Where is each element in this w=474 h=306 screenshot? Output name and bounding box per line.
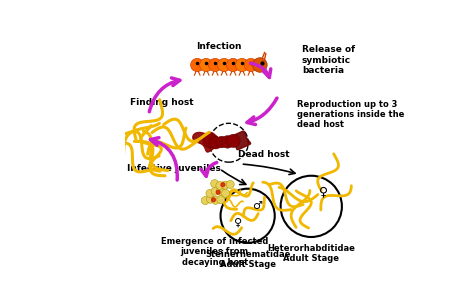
Circle shape bbox=[216, 190, 220, 194]
Text: Infection: Infection bbox=[197, 42, 242, 51]
Circle shape bbox=[227, 134, 240, 147]
Circle shape bbox=[217, 196, 225, 204]
Circle shape bbox=[221, 181, 229, 189]
Text: Reproduction up to 3
generations inside the
dead host: Reproduction up to 3 generations inside … bbox=[297, 99, 404, 129]
Text: Heterorhabditidae
Adult Stage: Heterorhabditidae Adult Stage bbox=[267, 244, 355, 263]
Text: Dead host: Dead host bbox=[238, 150, 290, 159]
Circle shape bbox=[206, 195, 214, 203]
Circle shape bbox=[236, 58, 248, 72]
Circle shape bbox=[209, 58, 222, 72]
Circle shape bbox=[203, 134, 217, 148]
Circle shape bbox=[216, 181, 224, 189]
Circle shape bbox=[191, 58, 204, 72]
Circle shape bbox=[216, 187, 224, 195]
Circle shape bbox=[281, 176, 342, 237]
Circle shape bbox=[210, 180, 219, 188]
Circle shape bbox=[206, 189, 214, 197]
Circle shape bbox=[200, 58, 213, 72]
Circle shape bbox=[244, 58, 257, 72]
Circle shape bbox=[211, 187, 219, 195]
Text: Steinernematidae
Adult Stage: Steinernematidae Adult Stage bbox=[205, 250, 290, 269]
Circle shape bbox=[211, 198, 215, 202]
Text: Emergence of infected
juveniles from
decaying host: Emergence of infected juveniles from dec… bbox=[161, 237, 268, 267]
Circle shape bbox=[201, 196, 209, 205]
Circle shape bbox=[253, 58, 267, 72]
Circle shape bbox=[221, 189, 229, 197]
Circle shape bbox=[227, 58, 240, 72]
Text: Release of
symbiotic
bacteria: Release of symbiotic bacteria bbox=[302, 45, 355, 75]
Circle shape bbox=[226, 181, 234, 188]
Circle shape bbox=[220, 189, 275, 243]
Circle shape bbox=[221, 136, 234, 148]
Circle shape bbox=[216, 136, 228, 148]
Text: Finding host: Finding host bbox=[130, 98, 193, 107]
Text: ♂: ♂ bbox=[252, 201, 262, 211]
Circle shape bbox=[221, 183, 225, 187]
Circle shape bbox=[218, 58, 231, 72]
Polygon shape bbox=[193, 132, 222, 152]
Text: ♀: ♀ bbox=[319, 186, 328, 199]
Text: Infective juveniles: Infective juveniles bbox=[128, 164, 221, 173]
Polygon shape bbox=[230, 131, 251, 150]
Circle shape bbox=[211, 196, 219, 204]
Text: ♀: ♀ bbox=[234, 218, 242, 228]
Circle shape bbox=[210, 136, 222, 149]
